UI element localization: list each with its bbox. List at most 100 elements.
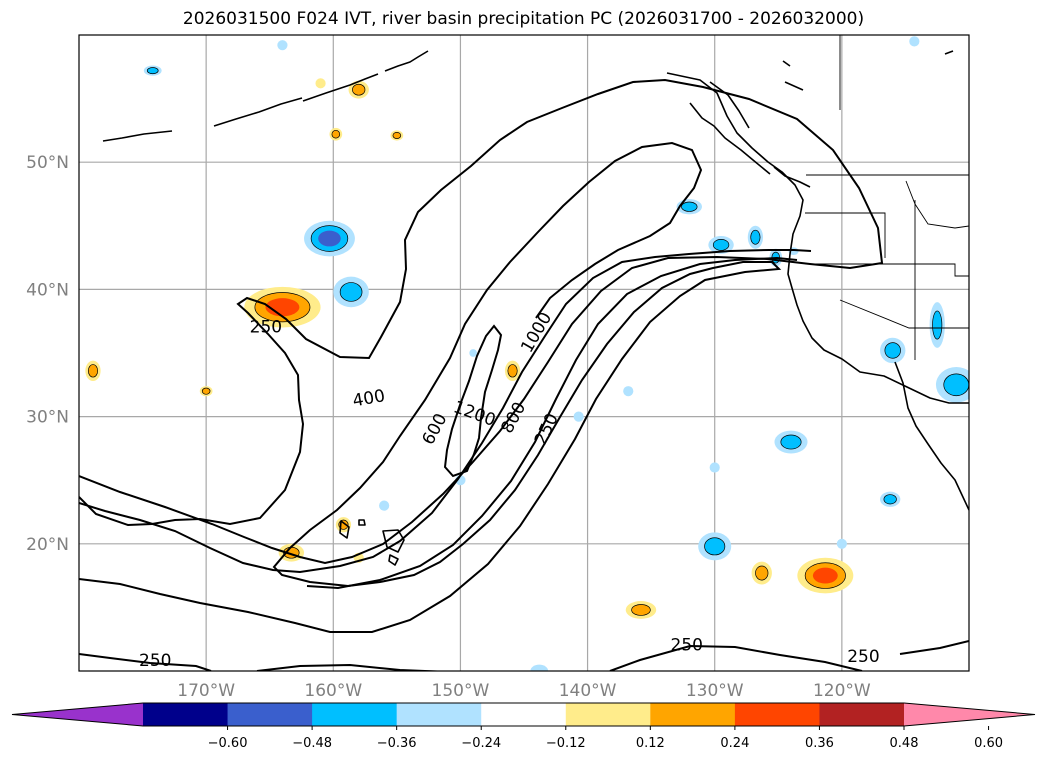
precip-patch-outline-6 — [331, 129, 341, 139]
x-tick-label-4: 130°W — [686, 681, 744, 701]
colorbar-tick-label-0: −0.60 — [208, 736, 248, 751]
precip-patch-25-level-0 — [379, 500, 390, 511]
precip-patch-outline-26 — [704, 537, 726, 556]
precip-patch-outline-27 — [883, 494, 897, 505]
precip-patch-12-level-1 — [681, 202, 698, 212]
x-tick-label-2: 150°W — [432, 681, 490, 701]
precip-patch-outline-20 — [780, 434, 802, 450]
contour-label-8: 250 — [671, 636, 703, 656]
colorbar-tick-label-9: 0.60 — [974, 736, 1003, 751]
precip-patch-8-level-1 — [88, 364, 98, 378]
precip-patch-1-level-1 — [340, 282, 363, 302]
precip-patch-outline-4 — [146, 67, 159, 75]
y-tick-label-2: 40°N — [26, 280, 69, 300]
colorbar-outline — [11, 702, 1036, 727]
precip-patch-outline-36 — [755, 565, 769, 581]
colorbar-extend-high — [904, 703, 1035, 726]
precip-patch-13-level-1 — [713, 239, 729, 251]
precip-patch-11-level-0 — [469, 349, 477, 357]
precip-patch-outline-33 — [283, 546, 300, 559]
precip-patch-21-level-0 — [623, 386, 634, 397]
colorbar-segment-0 — [143, 703, 229, 726]
x-tick-label-5: 120°W — [813, 681, 871, 701]
colorbar-tick-label-4: −0.12 — [546, 736, 586, 751]
precip-patch-37-level-2 — [812, 567, 838, 584]
colorbar-tick-label-3: −0.24 — [461, 736, 501, 751]
colorbar-segment-2 — [312, 703, 398, 726]
coastlines — [102, 50, 969, 566]
x-tick-label-0: 170°W — [177, 681, 235, 701]
precip-patch-0-level-2 — [318, 230, 341, 247]
precip-patch-outline-1 — [339, 282, 363, 302]
x-axis-ticks: 170°W 160°W 150°W 140°W 130°W 120°W — [177, 681, 871, 701]
precip-patch-outline-37 — [804, 562, 846, 589]
colorbar-segment-1 — [227, 703, 313, 726]
colorbar-tick-label-6: 0.24 — [720, 736, 749, 751]
precip-patch-7-level-1 — [392, 132, 401, 139]
colorbar-segment-5 — [565, 703, 651, 726]
colorbar-extend-low — [12, 703, 143, 726]
precip-patch-20-level-1 — [780, 434, 802, 450]
y-tick-label-1: 30°N — [26, 408, 69, 428]
precip-patch-29-level-0 — [530, 664, 549, 671]
colorbar-tick-label-7: 0.36 — [805, 736, 834, 751]
colorbar-tick-label-1: −0.48 — [292, 736, 332, 751]
precip-patch-3-level-1 — [352, 84, 365, 96]
precip-patch-2-level-2 — [265, 298, 300, 317]
colorbar-tick-label-5: 0.12 — [636, 736, 665, 751]
precip-pc-fill — [85, 36, 969, 671]
precip-patch-outline-13 — [712, 239, 730, 251]
contour-label-9: 250 — [847, 647, 879, 667]
colorbar-segment-3 — [396, 703, 482, 726]
x-tick-label-1: 160°W — [304, 681, 362, 701]
precip-patch-23-level-0 — [709, 462, 720, 473]
colorbar-tick-label-8: 0.48 — [890, 736, 919, 751]
precip-patch-22-level-0 — [573, 411, 584, 422]
precip-patch-5-level-0 — [315, 78, 326, 89]
precip-patch-outline-8 — [87, 364, 99, 378]
precip-patch-28-level-0 — [836, 538, 847, 549]
precip-patch-outline-2 — [254, 292, 311, 323]
precip-patch-19-level-1 — [943, 373, 969, 396]
precip-patch-outline-3 — [352, 83, 366, 96]
precip-patch-outline-18 — [932, 310, 943, 340]
precip-patch-outline-9 — [201, 387, 211, 395]
precip-patch-outline-12 — [681, 201, 698, 212]
precip-patch-9-level-1 — [202, 388, 211, 395]
colorbar-tick-label-2: −0.36 — [377, 736, 417, 751]
precip-patch-17-level-1 — [884, 342, 901, 359]
precip-patch-6-level-1 — [331, 130, 340, 139]
y-axis-ticks: 20°N 30°N 40°N 50°N — [26, 153, 69, 555]
precip-patch-outline-14 — [750, 229, 761, 245]
precip-patch-outline-0 — [310, 225, 349, 252]
precip-patch-31-level-0 — [277, 40, 288, 51]
chart-title: 2026031500 F024 IVT, river basin precipi… — [182, 9, 865, 29]
x-tick-label-3: 140°W — [559, 681, 617, 701]
graticule — [79, 35, 969, 671]
contour-label-0: 250 — [250, 318, 282, 338]
precip-patch-outline-10 — [507, 364, 518, 378]
precip-patch-outline-32 — [338, 519, 349, 530]
colorbar-segment-8 — [819, 703, 905, 726]
political-boundaries — [805, 35, 969, 360]
precip-patch-outline-7 — [392, 132, 402, 139]
precip-patch-14-level-1 — [750, 230, 761, 245]
precip-patch-35-level-1 — [631, 604, 651, 616]
colorbar-segment-4 — [481, 703, 567, 726]
precip-pc-outlines — [87, 67, 969, 616]
precip-patch-30-level-0 — [909, 36, 920, 47]
precip-patch-26-level-1 — [704, 537, 725, 555]
precip-patch-36-level-1 — [755, 566, 769, 581]
contour-label-7: 250 — [139, 651, 171, 671]
colorbar-segment-7 — [734, 703, 820, 726]
y-tick-label-0: 20°N — [26, 535, 69, 555]
precip-patch-outline-17 — [884, 342, 901, 359]
colorbar-segment-6 — [650, 703, 736, 726]
precip-patch-outline-35 — [631, 604, 651, 616]
colorbar: −0.60 −0.48 −0.36 −0.24 −0.12 0.12 0.24 0.36 0.4… — [11, 702, 1036, 751]
precip-patch-4-level-1 — [147, 67, 159, 74]
precip-patch-18-level-1 — [932, 310, 942, 340]
precip-patch-10-level-1 — [507, 364, 518, 378]
precip-patch-outline-15 — [771, 251, 781, 264]
